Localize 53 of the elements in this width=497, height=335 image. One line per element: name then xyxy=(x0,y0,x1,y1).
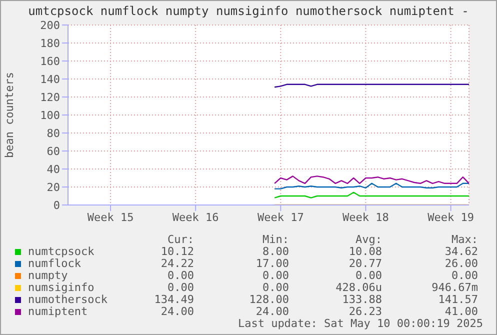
text: Max: xyxy=(452,233,478,246)
y-tick-label: 160 xyxy=(40,54,60,68)
legend-label: numothersock xyxy=(28,293,108,306)
legend-label: numsiginfo xyxy=(28,281,94,294)
y-tick-label: 200 xyxy=(40,18,60,32)
legend-label: numtcpsock xyxy=(28,245,94,258)
text: 10.12 xyxy=(160,245,194,258)
text: 26.00 xyxy=(444,257,478,270)
y-tick-label: 180 xyxy=(40,36,60,50)
x-tick-label: Week 17 xyxy=(257,210,304,224)
text: 128.00 xyxy=(249,293,289,306)
text: 141.57 xyxy=(438,293,478,306)
legend-label: numpty xyxy=(28,269,68,282)
x-tick-label: Week 18 xyxy=(342,210,389,224)
text: 134.49 xyxy=(154,293,194,306)
y-tick-label: 20 xyxy=(46,180,60,194)
text: 0.00 xyxy=(356,269,382,282)
text: 20.77 xyxy=(348,257,382,270)
x-tick-label: Week 19 xyxy=(428,210,474,224)
text: 428.06u xyxy=(336,281,382,294)
text: 0.00 xyxy=(262,269,289,282)
legend-label: numiptent xyxy=(28,305,88,318)
x-tick-label: Week 15 xyxy=(87,210,134,224)
y-axis-title: bean counters xyxy=(2,72,16,158)
text: 26.23 xyxy=(348,305,382,318)
text: 8.00 xyxy=(262,245,289,258)
text: 10.08 xyxy=(348,245,382,258)
y-tick-label: 80 xyxy=(46,126,60,140)
text: Last update: Sat May 10 00:00:19 2025 xyxy=(238,317,483,330)
y-tick-label: 100 xyxy=(40,108,60,122)
text: Cur: xyxy=(168,233,194,246)
text: 946.67m xyxy=(432,281,478,294)
chart-title: umtcpsock numflock numpty numsiginfo numothersock numiptent - xyxy=(27,4,470,18)
text: 0.00 xyxy=(262,281,289,294)
y-tick-label: 120 xyxy=(40,90,60,104)
text: 17.00 xyxy=(256,257,289,270)
text: 24.00 xyxy=(256,305,289,318)
y-tick-label: 40 xyxy=(46,162,60,176)
y-tick-label: 60 xyxy=(46,144,60,158)
text: 41.00 xyxy=(444,305,478,318)
text: 24.00 xyxy=(160,305,194,318)
x-tick-label: Week 16 xyxy=(172,210,219,224)
text: Min: xyxy=(262,233,289,246)
text: 0.00 xyxy=(168,281,194,294)
y-tick-label: 0 xyxy=(53,198,60,212)
text: 133.88 xyxy=(342,293,382,306)
legend-label: numflock xyxy=(28,257,81,270)
text: 34.62 xyxy=(444,245,478,258)
text: 24.22 xyxy=(160,257,194,270)
y-tick-label: 140 xyxy=(40,72,60,86)
text: Avg: xyxy=(356,233,382,246)
text: 0.00 xyxy=(452,269,478,282)
text: 0.00 xyxy=(168,269,194,282)
